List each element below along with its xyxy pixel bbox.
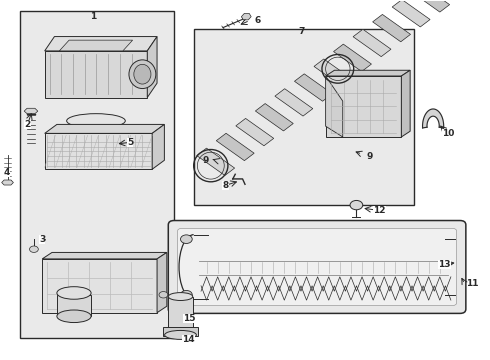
Polygon shape [242, 13, 251, 20]
Ellipse shape [165, 330, 196, 339]
Circle shape [159, 292, 168, 298]
Polygon shape [216, 133, 254, 161]
Polygon shape [412, 0, 450, 12]
Polygon shape [326, 70, 410, 76]
Polygon shape [42, 259, 157, 313]
Polygon shape [275, 89, 313, 116]
Polygon shape [147, 37, 157, 98]
Polygon shape [197, 148, 235, 175]
Ellipse shape [57, 287, 91, 299]
Ellipse shape [57, 310, 91, 323]
FancyBboxPatch shape [177, 228, 457, 306]
Polygon shape [392, 0, 430, 27]
Polygon shape [152, 125, 164, 169]
Text: 6: 6 [254, 16, 260, 25]
Text: 10: 10 [441, 129, 454, 138]
Circle shape [350, 201, 363, 210]
Ellipse shape [168, 293, 193, 301]
Text: 2: 2 [24, 120, 31, 129]
Polygon shape [422, 109, 443, 128]
Bar [163, 327, 197, 336]
Bar [326, 76, 401, 137]
Circle shape [180, 235, 192, 243]
Text: 13: 13 [438, 260, 451, 269]
Text: 4: 4 [3, 168, 10, 177]
Text: 14: 14 [182, 335, 195, 344]
Ellipse shape [134, 64, 151, 84]
Ellipse shape [129, 60, 156, 89]
Bar [194, 30, 414, 205]
Polygon shape [353, 29, 391, 57]
Text: 9: 9 [367, 152, 373, 161]
Polygon shape [236, 118, 274, 146]
Polygon shape [1, 180, 13, 185]
Polygon shape [24, 108, 38, 114]
Text: 9: 9 [203, 156, 209, 165]
Polygon shape [42, 252, 167, 259]
FancyBboxPatch shape [168, 221, 466, 314]
Bar [20, 12, 174, 338]
Bar [168, 297, 193, 330]
Circle shape [180, 291, 192, 299]
Polygon shape [401, 70, 410, 137]
Polygon shape [334, 44, 371, 72]
Text: 15: 15 [183, 314, 195, 323]
Polygon shape [326, 76, 343, 137]
Circle shape [29, 246, 38, 252]
Text: 12: 12 [373, 206, 386, 215]
Polygon shape [372, 14, 411, 42]
Polygon shape [314, 59, 352, 86]
Polygon shape [157, 252, 167, 313]
Text: 11: 11 [466, 279, 478, 288]
Text: 5: 5 [127, 138, 133, 147]
Polygon shape [294, 74, 332, 101]
Text: 1: 1 [91, 12, 97, 21]
Bar [57, 295, 91, 316]
Polygon shape [59, 40, 133, 51]
Ellipse shape [67, 114, 125, 128]
Text: 7: 7 [298, 27, 304, 36]
Text: 8: 8 [222, 181, 228, 190]
Polygon shape [45, 51, 147, 98]
Polygon shape [45, 125, 164, 134]
Polygon shape [45, 37, 157, 51]
Text: 3: 3 [39, 235, 46, 244]
Polygon shape [255, 104, 293, 131]
Bar [45, 134, 152, 169]
